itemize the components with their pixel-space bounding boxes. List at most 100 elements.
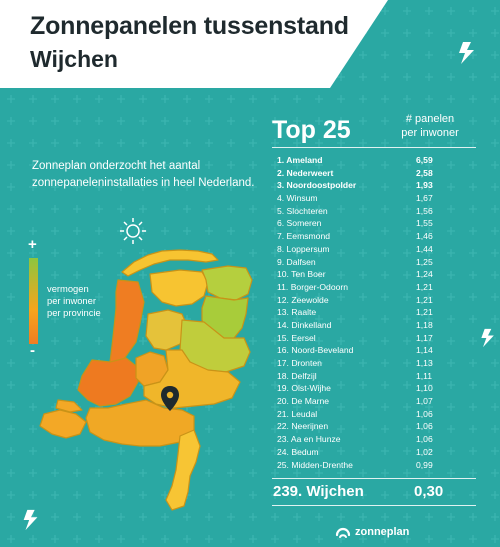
page-subtitle: Wijchen xyxy=(30,46,118,72)
lightning-bolt-icon xyxy=(481,328,494,348)
ranking-municipality: 7. Eemsmond xyxy=(277,231,331,242)
province-zeeland xyxy=(39,399,87,439)
ranking-row: 3. Noordoostpolder 1,93 xyxy=(277,179,477,192)
ranking-row: 25. Midden-Drenthe 0,99 xyxy=(277,459,477,472)
ranking-row: 23. Aa en Hunze 1,06 xyxy=(277,433,477,446)
ranking-value: 1,17 xyxy=(416,332,433,343)
ranking-row: 8. Loppersum 1,44 xyxy=(277,243,477,256)
ranking-value: 1,06 xyxy=(416,434,433,445)
ranking-value: 1,67 xyxy=(416,193,433,204)
brand-logo: zonneplan xyxy=(335,525,409,539)
ranking-row: 2. Nederweert 2,58 xyxy=(277,167,477,180)
ranking-row: 10. Ten Boer 1,24 xyxy=(277,268,477,281)
ranking-municipality: 9. Dalfsen xyxy=(277,256,316,267)
ranking-column-header: # panelen per inwoner xyxy=(392,112,468,140)
ranking-value: 1,14 xyxy=(416,345,433,356)
ranking-title: Top 25 xyxy=(272,116,351,144)
ranking-row: 9. Dalfsen 1,25 xyxy=(277,256,477,269)
ranking-value: 1,06 xyxy=(416,408,433,419)
legend-plus: + xyxy=(28,236,37,253)
ranking-value: 1,13 xyxy=(416,358,433,368)
ranking-value: 1,06 xyxy=(416,421,433,432)
ranking-municipality: 2. Nederweert xyxy=(277,167,334,178)
ranking-row: 12. Zeewolde 1,21 xyxy=(277,294,477,307)
province-limburg xyxy=(165,429,201,511)
ranking-row: 7. Eemsmond 1,46 xyxy=(277,230,477,243)
divider-line xyxy=(272,505,476,506)
ranking-row: 21. Leudal 1,06 xyxy=(277,408,477,421)
sun-icon xyxy=(120,218,146,244)
ranking-row: 24. Bedum 1,02 xyxy=(277,446,477,459)
ranking-municipality: 21. Leudal xyxy=(277,408,318,419)
legend-line: per provincie xyxy=(47,307,101,318)
ranking-municipality: 22. Neerijnen xyxy=(277,421,329,432)
lightning-bolt-icon xyxy=(459,42,474,64)
ranking-value: 1,10 xyxy=(416,383,433,394)
ranking-value: 1,56 xyxy=(416,205,433,216)
ranking-municipality: 6. Someren xyxy=(277,218,322,229)
ranking-municipality: 17. Dronten xyxy=(277,358,322,368)
ranking-value: 1,25 xyxy=(416,256,433,267)
ranking-municipality: 11. Borger-Odoorn xyxy=(277,281,349,292)
ranking-value: 1,44 xyxy=(416,243,433,254)
ranking-municipality: 12. Zeewolde xyxy=(277,294,329,305)
ranking-column-header-line: # panelen xyxy=(405,113,455,125)
ranking-value: 1,21 xyxy=(416,294,433,305)
ranking-value: 1,93 xyxy=(416,180,433,191)
ranking-row: 13. Raalte 1,21 xyxy=(277,306,477,319)
province-islands xyxy=(121,249,219,277)
ranking-row: 17. Dronten 1,13 xyxy=(277,357,477,370)
divider-line xyxy=(272,147,476,148)
ranking-municipality: 24. Bedum xyxy=(277,446,319,457)
location-pin-icon xyxy=(161,386,179,411)
ranking-municipality: 16. Noord-Beveland xyxy=(277,345,354,356)
header-banner xyxy=(0,0,388,88)
ranking-row: 20. De Marne 1,07 xyxy=(277,395,477,408)
ranking-municipality: 13. Raalte xyxy=(277,307,317,318)
legend-line: vermogen xyxy=(47,283,89,294)
province-friesland xyxy=(149,269,209,307)
ranking-row: 16. Noord-Beveland 1,14 xyxy=(277,344,477,357)
ranking-row: 6. Someren 1,55 xyxy=(277,217,477,230)
ranking-row: 22. Neerijnen 1,06 xyxy=(277,420,477,433)
divider-line xyxy=(272,478,476,479)
ranking-row: 18. Delfzijl 1,11 xyxy=(277,370,477,383)
ranking-value: 1,55 xyxy=(416,218,433,229)
highlight-value: 0,30 xyxy=(414,483,444,500)
ranking-value: 1,46 xyxy=(416,231,433,242)
ranking-municipality: 3. Noordoostpolder xyxy=(277,180,357,191)
ranking-municipality: 15. Eersel xyxy=(277,332,316,343)
intro-text: Zonneplan onderzocht het aantal zonnepan… xyxy=(32,160,255,189)
ranking-row: 1. Ameland 6,59 xyxy=(277,154,477,167)
ranking-value: 1,24 xyxy=(416,269,433,280)
ranking-municipality: 25. Midden-Drenthe xyxy=(277,459,353,470)
ranking-row: 14. Dinkelland 1,18 xyxy=(277,319,477,332)
page-title: Zonnepanelen tussenstand xyxy=(30,12,349,40)
zonneplan-logo-icon xyxy=(335,527,351,538)
ranking-value: 1,07 xyxy=(416,396,433,407)
ranking-row: 19. Olst-Wijhe 1,10 xyxy=(277,382,477,395)
ranking-row: 5. Slochteren 1,56 xyxy=(277,205,477,218)
legend-label: vermogen per inwoner per provincie xyxy=(47,283,101,319)
legend-minus: - xyxy=(30,342,35,359)
ranking-municipality: 20. De Marne xyxy=(277,396,330,407)
highlight-rank: 239. Wijchen xyxy=(273,483,364,500)
ranking-column-header-line: per inwoner xyxy=(401,127,459,139)
ranking-value: 1,11 xyxy=(416,370,433,381)
ranking-list: 1. Ameland 6,59 2. Nederweert 2,58 3. Noordo… xyxy=(277,154,477,471)
province-groningen xyxy=(201,265,253,301)
legend-line: per inwoner xyxy=(47,295,96,306)
ranking-row: 4. Winsum 1,67 xyxy=(277,192,477,205)
ranking-value: 0,99 xyxy=(416,459,433,470)
ranking-municipality: 23. Aa en Hunze xyxy=(277,434,341,445)
ranking-value: 6,59 xyxy=(416,155,433,165)
netherlands-map xyxy=(39,249,253,511)
ranking-municipality: 5. Slochteren xyxy=(277,205,328,216)
ranking-municipality: 1. Ameland xyxy=(277,155,323,165)
ranking-municipality: 4. Winsum xyxy=(277,193,318,204)
ranking-value: 1,21 xyxy=(416,281,433,292)
ranking-row: 15. Eersel 1,17 xyxy=(277,332,477,345)
lightning-bolt-icon xyxy=(23,509,38,531)
